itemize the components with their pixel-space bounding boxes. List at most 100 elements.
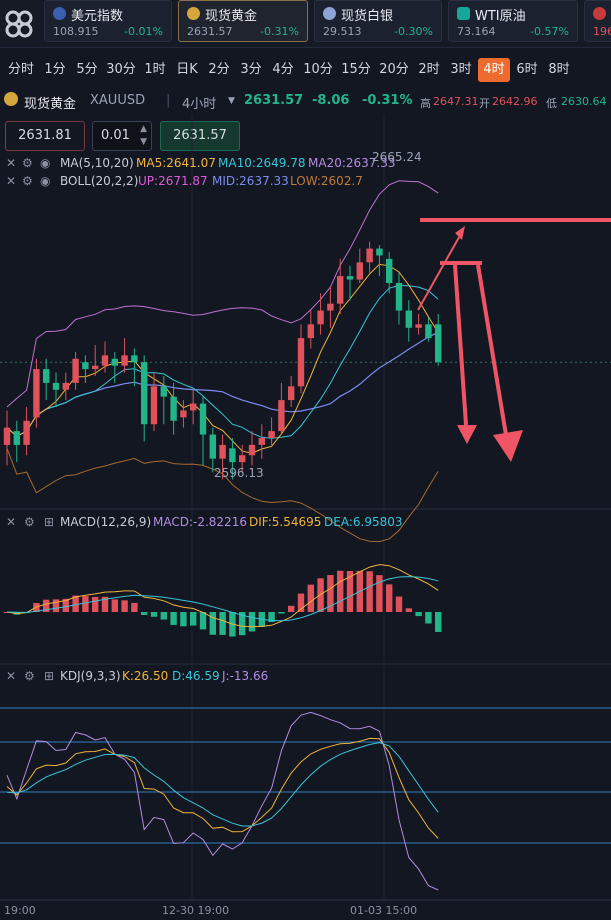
tab-timeframe[interactable]: 3分	[240, 62, 262, 77]
macd-histogram-bar	[72, 595, 79, 612]
candle-body	[111, 358, 118, 366]
macd-histogram-bar	[160, 612, 167, 620]
tab-timeframe[interactable]: 分时	[7, 62, 34, 77]
candle-body	[405, 310, 412, 328]
candle-body	[150, 386, 158, 425]
candle-body	[101, 355, 109, 366]
macd-histogram-bar	[141, 612, 148, 615]
buy-price-button[interactable]: 2631.57	[160, 121, 240, 151]
tab-timeframe[interactable]: 4分	[272, 62, 294, 77]
gear-icon[interactable]: ⚙	[24, 515, 35, 529]
macd-dif-line	[6, 564, 439, 628]
candle-body	[337, 276, 344, 304]
ticker-usd-index[interactable]: 美元指数 108.915 -0.01%	[44, 0, 172, 42]
ticker-change: -0.57%	[530, 25, 569, 38]
sell-price-button[interactable]: 2631.81	[5, 121, 85, 151]
j-value: J:-13.66	[222, 669, 269, 683]
app-logo-icon[interactable]	[3, 8, 35, 40]
gold-coin-icon	[187, 7, 200, 20]
candle-body	[278, 400, 285, 432]
gear-icon[interactable]: ⚙	[24, 669, 35, 683]
candle-body	[288, 386, 295, 401]
candle-body	[62, 382, 69, 390]
tab-timeframe[interactable]: 1分	[44, 62, 66, 77]
ticker-wti-oil[interactable]: WTI原油 73.164 -0.57%	[448, 0, 578, 42]
kdj-legend: ✕ ⚙ ⊞ KDJ(9,3,3) K:26.50 D:46.59 J:-13.6…	[4, 669, 424, 685]
tab-timeframe[interactable]: 5分	[76, 62, 98, 77]
tab-timeframe[interactable]: 8时	[548, 62, 570, 77]
us-flag-icon	[53, 7, 66, 20]
macd-histogram-bar	[317, 578, 324, 612]
close-icon[interactable]: ✕	[6, 156, 17, 170]
chevron-down-icon[interactable]: ▼	[228, 96, 235, 106]
macd-histogram-bar	[180, 612, 187, 627]
k-value: K:26.50	[122, 669, 169, 683]
open-label: 开	[479, 97, 490, 110]
boll-low-value: LOW:2602.7	[290, 174, 363, 188]
price-change-pct: -0.31%	[362, 93, 413, 108]
tab-timeframe[interactable]: 6时	[516, 62, 538, 77]
ticker-spot-silver[interactable]: 现货白银 29.513 -0.30%	[314, 0, 442, 42]
candle-body	[160, 386, 167, 397]
tab-timeframe[interactable]: 30分	[106, 62, 136, 77]
tab-timeframe[interactable]: 10分	[303, 62, 333, 77]
macd-histogram-bar	[101, 596, 109, 612]
ticker-name: 现货黄金	[205, 9, 258, 24]
kdj-j-line	[6, 711, 439, 891]
price-chart[interactable]	[0, 115, 611, 920]
candle-body	[356, 262, 363, 280]
symbol-name[interactable]: 现货黄金	[24, 97, 77, 112]
candle-body	[33, 369, 40, 418]
candle-body	[415, 324, 422, 328]
ticker-spot-gold[interactable]: 现货黄金 2631.57 -0.31%	[178, 0, 308, 42]
candle-body	[92, 365, 99, 370]
tab-timeframe[interactable]: 1时	[144, 62, 166, 77]
macd-histogram-bar	[121, 600, 128, 612]
oil-icon	[457, 7, 470, 20]
macd-histogram-bar	[52, 599, 60, 612]
ma10-value: MA10:2649.78	[218, 156, 306, 170]
candle-body	[258, 438, 265, 445]
plus-box-icon[interactable]: ⊞	[44, 515, 55, 529]
candle-body	[307, 324, 314, 339]
eye-icon[interactable]: ◉	[40, 156, 51, 170]
kdj-d-line	[6, 742, 439, 827]
macd-histogram-bar	[209, 612, 216, 635]
stepper-down-icon[interactable]: ▼	[140, 137, 147, 147]
gear-icon[interactable]: ⚙	[22, 156, 33, 170]
x-axis-label: 01-03 15:00	[350, 904, 418, 917]
tab-timeframe[interactable]: 日K	[176, 62, 198, 77]
lot-size-input[interactable]: 0.01 ▲ ▼	[92, 121, 152, 151]
tab-timeframe[interactable]: 4时	[478, 58, 510, 82]
candle-body	[317, 310, 324, 325]
macd-histogram-bar	[248, 612, 256, 632]
tab-timeframe[interactable]: 2时	[418, 62, 440, 77]
macd-histogram-bar	[82, 596, 89, 612]
low-value: 2630.64	[561, 95, 607, 108]
close-icon[interactable]: ✕	[6, 174, 17, 188]
close-icon[interactable]: ✕	[6, 515, 17, 529]
tab-timeframe[interactable]: 2分	[208, 62, 230, 77]
macd-histogram-bar	[92, 596, 99, 612]
arrow-down-mark	[476, 264, 508, 436]
macd-histogram-bar	[278, 612, 285, 614]
macd-histogram-bar	[170, 612, 177, 625]
tab-timeframe[interactable]: 15分	[341, 62, 371, 77]
tab-timeframe[interactable]: 20分	[379, 62, 409, 77]
gear-icon[interactable]: ⚙	[22, 174, 33, 188]
plus-box-icon[interactable]: ⊞	[44, 669, 55, 683]
ticker-partial[interactable]: 美 196	[584, 0, 611, 42]
close-icon[interactable]: ✕	[6, 669, 17, 683]
candle-body	[23, 420, 30, 445]
macd-histogram-bar	[297, 593, 305, 612]
ticker-price: 108.915	[53, 25, 99, 38]
eye-icon[interactable]: ◉	[40, 174, 51, 188]
macd-legend: ✕ ⚙ ⊞ MACD(12,26,9) MACD:-2.82216 DIF:5.…	[4, 515, 424, 531]
stepper-up-icon[interactable]: ▲	[140, 124, 147, 134]
high-value: 2647.31	[433, 95, 479, 108]
period-selector[interactable]: 4小时	[182, 97, 217, 112]
high-label: 高	[420, 97, 431, 110]
tab-timeframe[interactable]: 3时	[450, 62, 472, 77]
lot-size-value: 0.01	[101, 128, 130, 143]
macd-histogram-bar	[405, 608, 412, 612]
